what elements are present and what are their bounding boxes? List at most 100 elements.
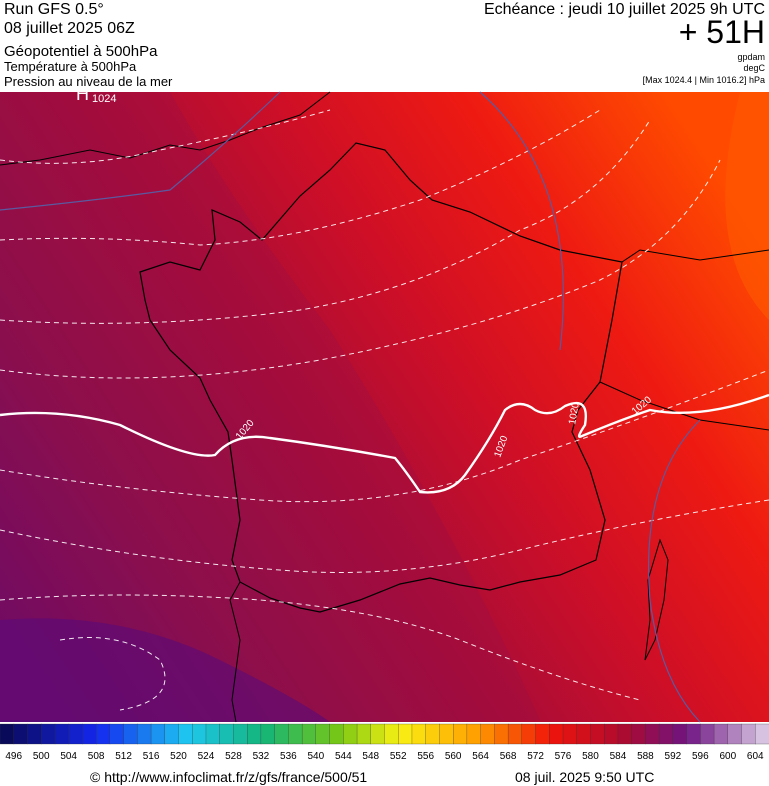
colorbar-label: 516 bbox=[143, 751, 160, 762]
colorbar-label: 556 bbox=[417, 751, 434, 762]
param: Température à 500hPa bbox=[4, 59, 137, 74]
colorbar-swatch bbox=[617, 723, 633, 745]
colorbar-swatch bbox=[95, 723, 111, 745]
high-symbol: H bbox=[76, 84, 89, 104]
colorbar-label: 544 bbox=[335, 751, 352, 762]
colorbar-label: 580 bbox=[582, 751, 599, 762]
colorbar-swatch bbox=[549, 723, 564, 745]
forecast: Echéance : jeudi 10 juillet 2025 9h UTC bbox=[484, 1, 765, 18]
colorbar-label: 524 bbox=[198, 751, 215, 762]
colorbar-label: 532 bbox=[253, 751, 270, 762]
colorbar-swatch bbox=[576, 723, 591, 745]
colorbar-swatch bbox=[590, 723, 605, 745]
colorbar-swatch bbox=[755, 723, 769, 745]
colorbar-swatch bbox=[713, 723, 729, 745]
colorbar-swatch bbox=[604, 723, 619, 745]
colorbar-swatch bbox=[741, 723, 756, 745]
colorbar-swatch bbox=[0, 723, 15, 745]
colorbar-label: 592 bbox=[665, 751, 682, 762]
colorbar-swatch bbox=[329, 723, 344, 745]
colorbar-swatch bbox=[274, 723, 289, 745]
colorbar-swatch bbox=[439, 723, 454, 745]
colorbar-swatch bbox=[27, 723, 42, 745]
timestamp: 08 juil. 2025 9:50 UTC bbox=[515, 769, 654, 785]
colorbar-label: 500 bbox=[33, 751, 50, 762]
colorbar-swatch bbox=[658, 723, 674, 745]
colorbar-label: 560 bbox=[445, 751, 462, 762]
colorbar-label: 512 bbox=[115, 751, 132, 762]
param: Pression au niveau de la mer bbox=[4, 74, 173, 89]
border bbox=[621, 249, 769, 263]
colorbar-swatch bbox=[370, 723, 385, 745]
colorbar-swatch bbox=[535, 723, 550, 745]
colorbar-label: 496 bbox=[5, 751, 22, 762]
border bbox=[229, 581, 241, 723]
high-value: 1024 bbox=[92, 93, 116, 105]
param: Géopotentiel à 500hPa bbox=[4, 43, 158, 60]
colorbar-swatch bbox=[507, 723, 523, 745]
map: 1020 1020 1020 1020 H 1024 bbox=[0, 84, 769, 723]
temperature-band bbox=[0, 618, 330, 722]
coastline bbox=[0, 91, 331, 166]
colorbar-label: 584 bbox=[610, 751, 627, 762]
coastline bbox=[139, 142, 623, 613]
colorbar-swatch bbox=[233, 723, 248, 745]
source: © http://www.infoclimat.fr/z/gfs/france/… bbox=[90, 769, 367, 785]
colorbar-swatch bbox=[68, 723, 83, 745]
isobar bbox=[0, 91, 281, 211]
isobar-1020 bbox=[0, 393, 769, 494]
colorbar-swatch bbox=[288, 723, 303, 745]
colorbar-swatch bbox=[192, 723, 207, 745]
isobar bbox=[479, 91, 564, 351]
colorbar-swatch bbox=[150, 723, 166, 745]
colorbar-swatch bbox=[109, 723, 125, 745]
colorbar-label: 600 bbox=[719, 751, 736, 762]
colorbar-swatch bbox=[453, 723, 468, 745]
colorbar-swatch bbox=[562, 723, 578, 745]
colorbar-swatch bbox=[398, 723, 413, 745]
unit: degC bbox=[743, 63, 765, 73]
colorbar-label: 596 bbox=[692, 751, 709, 762]
colorbar-swatch bbox=[411, 723, 427, 745]
colorbar-swatch bbox=[123, 723, 138, 745]
lead-time: + 51H bbox=[679, 14, 765, 50]
colorbar-swatch bbox=[356, 723, 372, 745]
colorbar-label: 528 bbox=[225, 751, 242, 762]
isotherms bbox=[0, 109, 769, 711]
isobar-label: 1020 bbox=[567, 401, 582, 425]
colorbar-label: 504 bbox=[60, 751, 77, 762]
colorbar-label: 508 bbox=[88, 751, 105, 762]
run-date: 08 juillet 2025 06Z bbox=[4, 20, 135, 37]
run: Run GFS 0.5° bbox=[4, 1, 104, 18]
colorbar-label: 552 bbox=[390, 751, 407, 762]
colorbar-swatch bbox=[700, 723, 715, 745]
colorbar-swatch bbox=[247, 723, 262, 745]
border bbox=[599, 381, 769, 431]
colorbar-label: 520 bbox=[170, 751, 187, 762]
colorbar-swatch bbox=[384, 723, 399, 745]
temperature-band bbox=[725, 92, 769, 320]
colorbar-swatch bbox=[178, 723, 193, 745]
colorbar-swatch bbox=[672, 723, 688, 745]
colorbar-label: 576 bbox=[555, 751, 572, 762]
colorbar-label: 568 bbox=[500, 751, 517, 762]
temperature-field bbox=[0, 92, 769, 722]
colorbar-swatch bbox=[260, 723, 276, 745]
colorbar-swatch bbox=[41, 723, 56, 745]
unit: gpdam bbox=[737, 52, 765, 62]
colorbar-swatch bbox=[686, 723, 701, 745]
colorbar-swatch bbox=[631, 723, 646, 745]
colorbar-swatch bbox=[219, 723, 234, 745]
colorbar-swatch bbox=[82, 723, 97, 745]
colorbar-swatch bbox=[301, 723, 317, 745]
colorbar-label: 588 bbox=[637, 751, 654, 762]
colorbar-label: 540 bbox=[307, 751, 324, 762]
colorbar-swatch bbox=[494, 723, 509, 745]
colorbar-swatch bbox=[13, 723, 28, 745]
colorbar-label: 536 bbox=[280, 751, 297, 762]
colorbar-swatch bbox=[164, 723, 179, 745]
colorbar-swatch bbox=[137, 723, 152, 745]
colorbar-swatch bbox=[727, 723, 742, 745]
corsica bbox=[644, 538, 669, 661]
